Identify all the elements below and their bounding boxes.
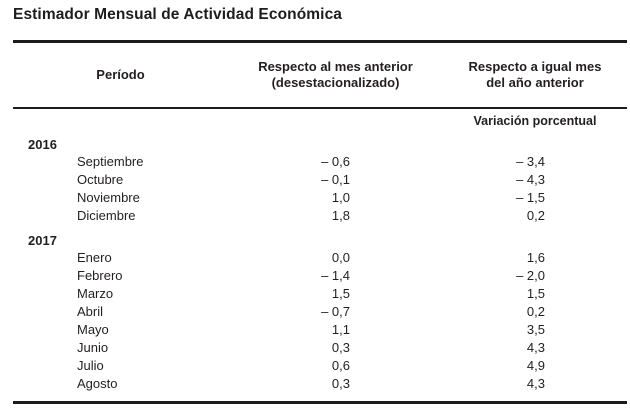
period-cell: Junio — [77, 339, 109, 355]
mom-value: 0,3 — [331, 375, 350, 391]
table-row: Agosto 0,3 4,3 — [13, 374, 627, 392]
yoy-value: 1,5 — [526, 285, 545, 301]
column-header-mom-line2: (desestacionalizado) — [271, 74, 400, 90]
yoy-value: – 1,5 — [516, 189, 545, 205]
column-header-yoy-line2: del año anterior — [486, 74, 584, 90]
mom-value: 0,0 — [331, 249, 350, 265]
period-cell: Diciembre — [77, 207, 136, 223]
table-row: Diciembre 1,8 0,2 — [13, 206, 627, 224]
table-row: Septiembre – 0,6 – 3,4 — [13, 152, 627, 170]
table-row: Julio 0,6 4,9 — [13, 356, 627, 374]
period-cell: Marzo — [77, 285, 114, 301]
period-cell: Noviembre — [77, 189, 140, 205]
period-cell: Julio — [77, 357, 104, 373]
subheader-row: Variación porcentual — [13, 109, 627, 133]
table-row: Junio 0,3 4,3 — [13, 338, 627, 356]
column-header-mom: Respecto al mes anterior (desestacionali… — [228, 59, 443, 91]
table-row: Mayo 1,1 3,5 — [13, 320, 627, 338]
period-cell: Septiembre — [77, 153, 144, 169]
table-row: Octubre – 0,1 – 4,3 — [13, 170, 627, 188]
year-label: 2016 — [28, 137, 57, 152]
period-cell: Octubre — [77, 171, 124, 187]
period-cell: Abril — [77, 303, 104, 319]
mom-value: 0,3 — [331, 339, 350, 355]
yoy-value: 4,3 — [526, 339, 545, 355]
mom-value: – 0,1 — [321, 171, 350, 187]
mom-value: 1,0 — [331, 189, 350, 205]
period-cell: Febrero — [77, 267, 123, 283]
yoy-value: 3,5 — [526, 321, 545, 337]
mom-value: – 1,4 — [321, 267, 350, 283]
bottom-rule — [13, 401, 627, 404]
period-cell: Enero — [77, 249, 112, 265]
mom-value: 0,6 — [331, 357, 350, 373]
yoy-value: 0,2 — [526, 303, 545, 319]
period-cell: Agosto — [77, 375, 118, 391]
yoy-value: – 3,4 — [516, 153, 545, 169]
table-header-row: Período Respecto al mes anterior (desest… — [13, 43, 627, 107]
mom-value: – 0,7 — [321, 303, 350, 319]
emae-table: Período Respecto al mes anterior (desest… — [13, 40, 627, 404]
column-header-yoy-line1: Respecto a igual mes — [468, 58, 602, 74]
yoy-value: – 4,3 — [516, 171, 545, 187]
column-header-period: Período — [96, 66, 145, 82]
yoy-value: 1,6 — [526, 249, 545, 265]
table-row-year-2016: 2016 — [13, 133, 627, 152]
yoy-value: 4,9 — [526, 357, 545, 373]
year-label: 2017 — [28, 233, 57, 248]
page-title: Estimador Mensual de Actividad Económica — [13, 6, 343, 23]
column-header-mom-line1: Respecto al mes anterior — [258, 58, 413, 74]
column-header-yoy: Respecto a igual mes del año anterior — [443, 59, 627, 91]
period-cell: Mayo — [77, 321, 109, 337]
yoy-value: 0,2 — [526, 207, 545, 223]
table-row: Noviembre 1,0 – 1,5 — [13, 188, 627, 206]
table-row: Enero 0,0 1,6 — [13, 248, 627, 266]
yoy-value: – 2,0 — [516, 267, 545, 283]
table-row: Marzo 1,5 1,5 — [13, 284, 627, 302]
header-rule — [13, 106, 627, 109]
mom-value: 1,8 — [331, 207, 350, 223]
table-row: Abril – 0,7 0,2 — [13, 302, 627, 320]
mom-value: 1,1 — [331, 321, 350, 337]
mom-value: 1,5 — [331, 285, 350, 301]
subheader-variacion-porcentual: Variación porcentual — [473, 114, 597, 128]
yoy-value: 4,3 — [526, 375, 545, 391]
mom-value: – 0,6 — [321, 153, 350, 169]
table-row: Febrero – 1,4 – 2,0 — [13, 266, 627, 284]
top-rule — [13, 40, 627, 43]
table-row-year-2017: 2017 — [13, 224, 627, 248]
